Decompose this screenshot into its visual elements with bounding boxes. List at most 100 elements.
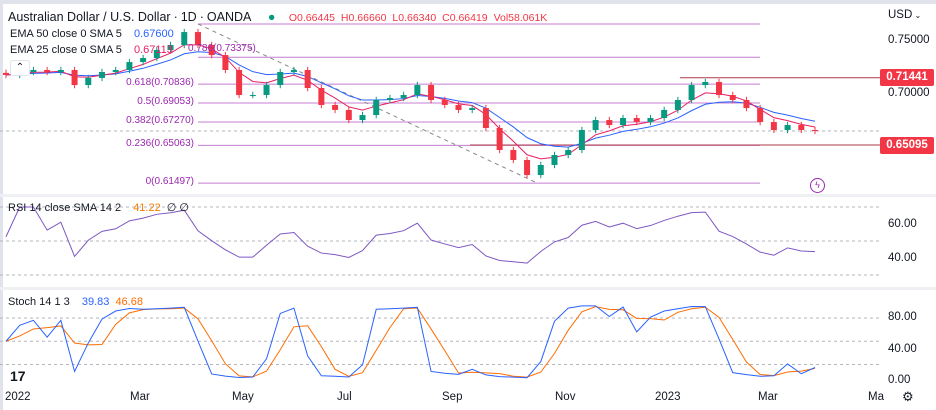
candle bbox=[661, 109, 668, 119]
candle bbox=[167, 44, 174, 50]
separator-dot: · bbox=[199, 10, 204, 24]
stoch-tick: 80.00 bbox=[888, 311, 917, 323]
candle bbox=[565, 150, 572, 156]
time-tick: Sep bbox=[442, 391, 463, 403]
candle bbox=[277, 72, 284, 86]
candle bbox=[510, 150, 517, 160]
candle bbox=[469, 108, 476, 110]
candle bbox=[345, 109, 352, 121]
candle bbox=[428, 85, 435, 100]
candle bbox=[359, 115, 366, 121]
candle bbox=[153, 49, 160, 59]
rsi-value: 41.22 bbox=[133, 202, 161, 214]
candle bbox=[98, 72, 105, 78]
time-tick: Nov bbox=[555, 391, 576, 403]
stoch-d-line bbox=[5, 306, 816, 378]
candle bbox=[482, 108, 489, 128]
collapse-legend-button[interactable]: ⌃ bbox=[10, 60, 30, 76]
time-tick: Jul bbox=[337, 391, 352, 403]
candle bbox=[373, 99, 380, 116]
ema50-legend[interactable]: EMA 50 close 0 SMA 5 0.67600 bbox=[10, 28, 177, 40]
stoch-k-value: 39.83 bbox=[81, 296, 110, 308]
candle bbox=[537, 164, 544, 176]
rsi-label: RSI 14 close SMA 14 2 bbox=[8, 202, 122, 214]
symbol-title[interactable]: Australian Dollar / U.S. Dollar bbox=[8, 10, 171, 24]
candle bbox=[332, 104, 339, 110]
symbol-legend: Australian Dollar / U.S. Dollar · 1D · OANDA… bbox=[8, 10, 553, 24]
stoch-tick: 0.00 bbox=[888, 374, 911, 386]
market-status-icon: ● bbox=[267, 10, 276, 24]
low-value: L0.66340 bbox=[392, 12, 437, 24]
stoch-legend[interactable]: Stoch 14 1 3 39.83 46.68 bbox=[8, 296, 146, 308]
rsi-legend[interactable]: RSI 14 close SMA 14 2 41.22 ∅ ∅ bbox=[8, 201, 192, 214]
ema25-legend[interactable]: EMA 25 close 0 SMA 5 0.67113 bbox=[10, 44, 176, 56]
candle bbox=[222, 55, 229, 70]
chevron-down-icon: ⌄ bbox=[912, 11, 922, 20]
candle bbox=[496, 127, 503, 151]
candle bbox=[606, 120, 613, 126]
fib-level-label: 0.382(0.67270) bbox=[126, 114, 194, 126]
time-tick: May bbox=[232, 391, 254, 403]
candle bbox=[578, 129, 585, 151]
price-tag-resistance: 0.71441 bbox=[880, 69, 934, 86]
candle bbox=[181, 32, 188, 45]
candle bbox=[236, 69, 243, 96]
currency-selector[interactable]: USD ⌄ bbox=[888, 9, 921, 21]
settings-gear-icon[interactable]: ⚙ bbox=[902, 389, 914, 404]
volume-value: Vol58.061K bbox=[493, 12, 548, 24]
candle bbox=[812, 129, 818, 131]
candle bbox=[702, 81, 709, 86]
candle bbox=[729, 95, 736, 100]
ohlc-values: O0.66445 H0.66660 L0.66340 C0.66419 Vol5… bbox=[289, 12, 550, 24]
stoch-k-line bbox=[5, 305, 816, 379]
open-value: O0.66445 bbox=[288, 12, 335, 24]
candle bbox=[798, 125, 805, 130]
candle bbox=[30, 69, 37, 73]
candle bbox=[386, 97, 393, 100]
time-tick: 2023 bbox=[655, 391, 681, 403]
candle bbox=[112, 69, 119, 73]
interval[interactable]: 1D bbox=[180, 10, 197, 24]
candle bbox=[757, 108, 764, 123]
fib-level-label: 0.786(0.73375) bbox=[188, 43, 256, 55]
ema25-label: EMA 25 close 0 SMA 5 bbox=[10, 44, 122, 56]
candle bbox=[674, 99, 681, 110]
candle bbox=[304, 69, 311, 89]
pane-separator[interactable] bbox=[0, 287, 936, 290]
candle bbox=[784, 125, 791, 130]
candle bbox=[140, 58, 147, 63]
candle bbox=[71, 69, 78, 86]
rsi-tick: 60.00 bbox=[888, 218, 917, 230]
time-tick: Mar bbox=[130, 391, 150, 403]
price-tick: 0.70000 bbox=[888, 87, 930, 99]
candle bbox=[400, 95, 407, 98]
candle bbox=[743, 99, 750, 109]
stoch-d-value: 46.68 bbox=[115, 296, 143, 308]
separator-dot: · bbox=[173, 10, 178, 24]
chevron-up-icon: ⌃ bbox=[15, 62, 25, 73]
candle bbox=[318, 88, 325, 105]
ema50-value: 0.67600 bbox=[133, 28, 174, 40]
candle bbox=[57, 69, 64, 73]
rsi-extra: ∅ ∅ bbox=[166, 202, 190, 214]
fib-level-label: 0(0.61497) bbox=[145, 176, 194, 188]
source: OANDA bbox=[206, 10, 252, 24]
price-tick: 0.75000 bbox=[888, 34, 930, 46]
flash-icon[interactable]: ϟ bbox=[810, 178, 825, 193]
candle bbox=[592, 120, 599, 130]
candle bbox=[455, 104, 462, 110]
chart-canvas[interactable] bbox=[0, 0, 880, 387]
tradingview-logo[interactable]: 17 bbox=[10, 368, 26, 384]
time-tick: Ma bbox=[868, 391, 884, 403]
candle bbox=[633, 118, 640, 123]
fib-level-label: 0.5(0.69053) bbox=[137, 96, 194, 108]
candle bbox=[524, 159, 531, 176]
rsi-tick: 40.00 bbox=[888, 252, 917, 264]
pane-separator[interactable] bbox=[0, 194, 936, 197]
candle bbox=[441, 99, 448, 105]
currency-label: USD bbox=[888, 9, 913, 21]
candle bbox=[647, 118, 654, 123]
candle bbox=[263, 85, 270, 96]
candle bbox=[716, 81, 723, 96]
